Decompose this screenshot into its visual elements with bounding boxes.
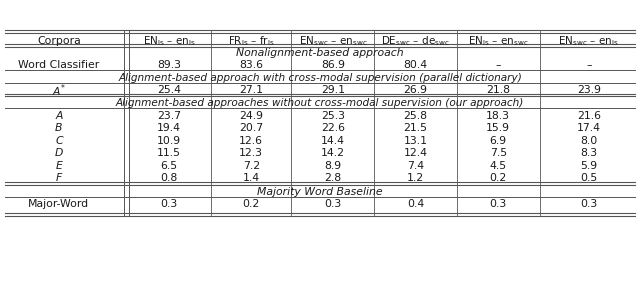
Text: 11.5: 11.5 [157,148,181,158]
Text: $\mathregular{DE_{swc}}$ – $\mathregular{de_{swc}}$: $\mathregular{DE_{swc}}$ – $\mathregular… [381,34,450,48]
Text: 1.2: 1.2 [407,173,424,184]
Text: 6.9: 6.9 [490,136,507,146]
Text: 23.9: 23.9 [577,85,601,95]
Text: 26.9: 26.9 [404,85,428,95]
Text: 4.5: 4.5 [490,161,507,171]
Text: 13.1: 13.1 [404,136,428,146]
Text: 0.8: 0.8 [161,173,177,184]
Text: 8.0: 8.0 [580,136,597,146]
Text: 12.6: 12.6 [239,136,263,146]
Text: Corpora: Corpora [37,36,81,46]
Text: 25.8: 25.8 [404,111,428,121]
Text: $A^{*}$: $A^{*}$ [52,82,66,99]
Text: D: D [54,148,63,158]
Text: 21.8: 21.8 [486,85,510,95]
Text: 23.7: 23.7 [157,111,181,121]
Text: 18.3: 18.3 [486,111,510,121]
Text: 8.3: 8.3 [580,148,597,158]
Text: $\mathregular{FR_{ls}}$ – $\mathregular{fr_{ls}}$: $\mathregular{FR_{ls}}$ – $\mathregular{… [228,34,275,48]
Text: 19.4: 19.4 [157,123,181,133]
Text: 20.7: 20.7 [239,123,263,133]
Text: B: B [55,123,63,133]
Text: 89.3: 89.3 [157,60,181,70]
Text: –: – [495,60,501,70]
Text: 0.2: 0.2 [243,199,260,209]
Text: 0.5: 0.5 [580,173,597,184]
Text: 22.6: 22.6 [321,123,345,133]
Text: 14.4: 14.4 [321,136,345,146]
Text: F: F [56,173,62,184]
Text: 1.4: 1.4 [243,173,260,184]
Text: Alignment-based approaches without cross-modal supervision (our approach): Alignment-based approaches without cross… [116,98,524,108]
Text: 25.4: 25.4 [157,85,181,95]
Text: 7.4: 7.4 [407,161,424,171]
Text: Alignment-based approach with cross-modal supervision (parallel dictionary): Alignment-based approach with cross-moda… [118,73,522,83]
Text: 0.3: 0.3 [490,199,507,209]
Text: $\mathregular{EN_{swc}}$ – $\mathregular{en_{swc}}$: $\mathregular{EN_{swc}}$ – $\mathregular… [298,34,367,48]
Text: C: C [55,136,63,146]
Text: 10.9: 10.9 [157,136,181,146]
Text: $\mathregular{EN_{ls}}$ – $\mathregular{en_{ls}}$: $\mathregular{EN_{ls}}$ – $\mathregular{… [143,34,195,48]
Text: 0.2: 0.2 [490,173,507,184]
Text: E: E [56,161,62,171]
Text: 6.5: 6.5 [161,161,177,171]
Text: 27.1: 27.1 [239,85,263,95]
Text: 12.3: 12.3 [239,148,263,158]
Text: 29.1: 29.1 [321,85,345,95]
Text: 12.4: 12.4 [404,148,428,158]
Text: 0.3: 0.3 [161,199,177,209]
Text: 7.2: 7.2 [243,161,260,171]
Text: Nonalignment-based approach: Nonalignment-based approach [236,48,404,58]
Text: 5.9: 5.9 [580,161,597,171]
Text: Word Classifier: Word Classifier [19,60,99,70]
Text: 24.9: 24.9 [239,111,263,121]
Text: A: A [55,111,63,121]
Text: 0.4: 0.4 [407,199,424,209]
Text: 0.3: 0.3 [324,199,341,209]
Text: 0.3: 0.3 [580,199,597,209]
Text: 14.2: 14.2 [321,148,345,158]
Text: 86.9: 86.9 [321,60,345,70]
Text: $\mathregular{EN_{swc}}$ – $\mathregular{en_{ls}}$: $\mathregular{EN_{swc}}$ – $\mathregular… [559,34,619,48]
Text: –: – [586,60,591,70]
Text: 2.8: 2.8 [324,173,341,184]
Text: 25.3: 25.3 [321,111,345,121]
Text: 21.6: 21.6 [577,111,601,121]
Text: Major-Word: Major-Word [28,199,90,209]
Text: 8.9: 8.9 [324,161,341,171]
Text: 15.9: 15.9 [486,123,510,133]
Text: Majority Word Baseline: Majority Word Baseline [257,187,383,197]
Text: 83.6: 83.6 [239,60,263,70]
Text: 21.5: 21.5 [404,123,428,133]
Text: 17.4: 17.4 [577,123,601,133]
Text: $\mathregular{EN_{ls}}$ – $\mathregular{en_{swc}}$: $\mathregular{EN_{ls}}$ – $\mathregular{… [468,34,529,48]
Text: 7.5: 7.5 [490,148,507,158]
Text: 80.4: 80.4 [404,60,428,70]
